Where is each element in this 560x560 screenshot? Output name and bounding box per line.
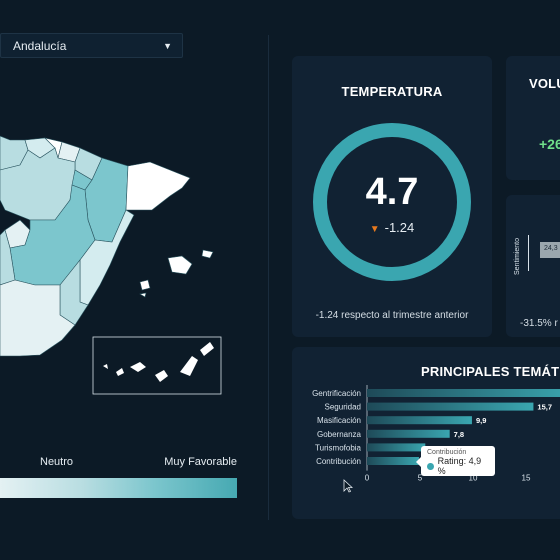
chart-bar[interactable] xyxy=(367,443,426,452)
legend-neutral-label: Neutro xyxy=(40,456,74,468)
map-region-menorca[interactable] xyxy=(201,249,214,259)
map-region-cataluna[interactable] xyxy=(125,161,191,211)
map-region-canarias-6[interactable] xyxy=(200,342,214,356)
section-divider xyxy=(268,35,269,520)
map-region-formentera[interactable] xyxy=(139,292,147,298)
chart-x-tick-label: 0 xyxy=(365,474,370,483)
chart-category-label: Seguridad xyxy=(325,403,361,412)
map-region-andalucia[interactable] xyxy=(0,279,76,357)
chart-bar[interactable] xyxy=(367,416,472,425)
temperature-card: TEMPERATURA 4.7 ▼ -1.24 -1.24 respecto al… xyxy=(292,56,492,337)
sentiment-axis-label: Sentimiento xyxy=(514,238,521,275)
sentiment-card: Sentimiento 24,3 -31.5% r xyxy=(506,195,560,337)
canary-inset-frame xyxy=(92,336,222,395)
map-region-canarias-2[interactable] xyxy=(116,368,124,376)
volume-title: VOLU xyxy=(529,76,560,91)
legend-favorable-label: Muy Favorable xyxy=(164,456,237,468)
tooltip-value: Rating: 4,9 % xyxy=(427,456,489,476)
chart-category-label: Contribución xyxy=(316,457,361,466)
chart-category-label: Turismofobia xyxy=(315,443,361,452)
map-region-canarias-4[interactable] xyxy=(155,370,168,382)
map-region-canarias-1[interactable] xyxy=(103,364,108,369)
temperature-value: 4.7 xyxy=(365,171,419,213)
map-region-extremadura[interactable] xyxy=(0,229,16,286)
chart-category-label: Gobernanza xyxy=(317,430,362,439)
tooltip-text: Rating: 4,9 % xyxy=(437,456,482,476)
temperature-delta-value: -1.24 xyxy=(384,220,415,235)
volume-card: VOLU +26 xyxy=(506,56,560,180)
spain-map[interactable] xyxy=(0,70,262,400)
sentiment-footnote: -31.5% r xyxy=(520,318,558,329)
volume-change: +26 xyxy=(539,136,560,152)
chart-value-label: 9,9 xyxy=(476,416,486,425)
region-dropdown[interactable]: Andalucía ▼ xyxy=(0,33,183,58)
temperature-footnote: -1.24 respecto al trimestre anterior xyxy=(315,310,469,321)
chart-bar[interactable] xyxy=(367,389,560,397)
topics-bar-chart: Gentrificación Seguridad 15,7 Masificación 9… xyxy=(312,385,560,483)
chart-bar[interactable] xyxy=(367,402,534,411)
series-dot-icon xyxy=(427,462,434,470)
temperature-title: TEMPERATURA xyxy=(341,84,443,99)
region-dropdown-value: Andalucía xyxy=(13,38,67,53)
chart-bar[interactable] xyxy=(367,457,419,465)
chevron-down-icon: ▼ xyxy=(163,40,172,51)
tooltip-arrow xyxy=(416,457,421,467)
sentiment-bar: 24,3 xyxy=(540,242,560,258)
chart-category-label: Masificación xyxy=(317,416,361,425)
down-triangle-icon: ▼ xyxy=(369,224,380,235)
chart-tooltip: Contribución Rating: 4,9 % xyxy=(416,446,495,476)
chart-bar[interactable] xyxy=(367,429,450,438)
mouse-cursor-icon xyxy=(343,479,353,493)
chart-x-tick-label: 10 xyxy=(469,474,478,483)
map-legend-gradient xyxy=(0,478,237,498)
map-region-valencia[interactable] xyxy=(79,209,135,306)
chart-x-tick-label: 5 xyxy=(418,474,423,483)
chart-value-label: 15,7 xyxy=(537,403,552,412)
topics-card: PRINCIPALES TEMÁTIC Gentrificación Seguri… xyxy=(292,347,560,519)
chart-category-label: Gentrificación xyxy=(312,389,361,398)
chart-value-label: 7,8 xyxy=(454,430,464,439)
topics-title: PRINCIPALES TEMÁTIC xyxy=(421,364,560,379)
temperature-ring xyxy=(313,123,471,281)
map-region-ibiza[interactable] xyxy=(139,279,151,291)
map-region-mallorca[interactable] xyxy=(167,255,193,275)
sentiment-axis xyxy=(528,235,529,271)
map-region-canarias-3[interactable] xyxy=(130,362,146,372)
map-legend-labels: Neutro Muy Favorable xyxy=(0,456,237,472)
chart-x-tick-label: 15 xyxy=(522,474,531,483)
map-region-castilla-leon[interactable] xyxy=(0,147,76,221)
sentiment-bar-value: 24,3 xyxy=(544,245,558,252)
map-region-canarias-5[interactable] xyxy=(180,356,198,376)
tooltip-label: Contribución xyxy=(427,449,467,456)
temperature-delta: ▼ -1.24 xyxy=(292,220,492,235)
